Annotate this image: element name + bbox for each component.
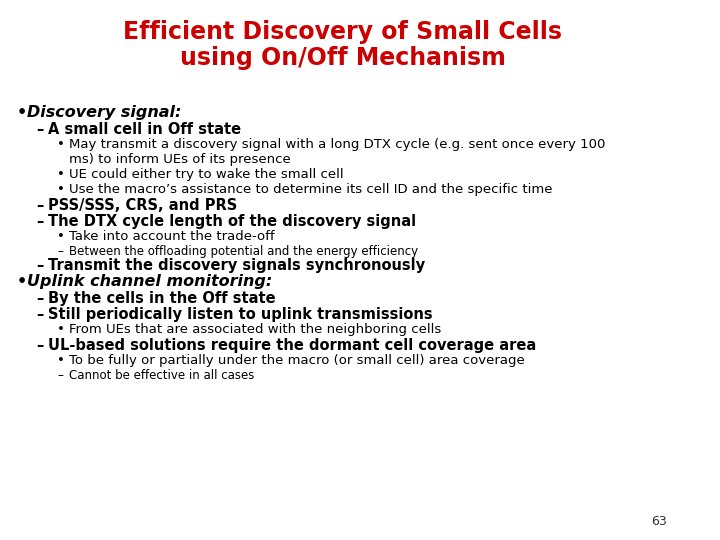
Text: using On/Off Mechanism: using On/Off Mechanism xyxy=(180,46,506,70)
Text: –: – xyxy=(36,291,43,306)
Text: •: • xyxy=(57,183,65,196)
Text: Discovery signal:: Discovery signal: xyxy=(27,105,181,120)
Text: –: – xyxy=(57,369,63,382)
Text: By the cells in the Off state: By the cells in the Off state xyxy=(48,291,275,306)
Text: –: – xyxy=(57,245,63,258)
Text: •: • xyxy=(57,354,65,367)
Text: •: • xyxy=(17,105,27,120)
Text: Transmit the discovery signals synchronously: Transmit the discovery signals synchrono… xyxy=(48,258,425,273)
Text: May transmit a discovery signal with a long DTX cycle (e.g. sent once every 100: May transmit a discovery signal with a l… xyxy=(68,138,605,151)
Text: Between the offloading potential and the energy efficiency: Between the offloading potential and the… xyxy=(68,245,418,258)
Text: –: – xyxy=(36,122,43,137)
Text: –: – xyxy=(36,338,43,353)
Text: A small cell in Off state: A small cell in Off state xyxy=(48,122,240,137)
Text: –: – xyxy=(36,198,43,213)
Text: •: • xyxy=(17,274,27,289)
Text: Efficient Discovery of Small Cells: Efficient Discovery of Small Cells xyxy=(123,20,562,44)
Text: From UEs that are associated with the neighboring cells: From UEs that are associated with the ne… xyxy=(68,323,441,336)
Text: Uplink channel monitoring:: Uplink channel monitoring: xyxy=(27,274,272,289)
Text: The DTX cycle length of the discovery signal: The DTX cycle length of the discovery si… xyxy=(48,214,415,229)
Text: •: • xyxy=(57,138,65,151)
Text: Take into account the trade-off: Take into account the trade-off xyxy=(68,230,274,243)
Text: ms) to inform UEs of its presence: ms) to inform UEs of its presence xyxy=(68,153,290,166)
Text: •: • xyxy=(57,230,65,243)
Text: 63: 63 xyxy=(651,515,667,528)
Text: PSS/SSS, CRS, and PRS: PSS/SSS, CRS, and PRS xyxy=(48,198,237,213)
Text: Use the macro’s assistance to determine its cell ID and the specific time: Use the macro’s assistance to determine … xyxy=(68,183,552,196)
Text: •: • xyxy=(57,323,65,336)
Text: UL-based solutions require the dormant cell coverage area: UL-based solutions require the dormant c… xyxy=(48,338,536,353)
Text: •: • xyxy=(57,168,65,181)
Text: –: – xyxy=(36,258,43,273)
Text: –: – xyxy=(36,214,43,229)
Text: Cannot be effective in all cases: Cannot be effective in all cases xyxy=(68,369,254,382)
Text: Still periodically listen to uplink transmissions: Still periodically listen to uplink tran… xyxy=(48,307,432,322)
Text: –: – xyxy=(36,307,43,322)
Text: To be fully or partially under the macro (or small cell) area coverage: To be fully or partially under the macro… xyxy=(68,354,524,367)
Text: UE could either try to wake the small cell: UE could either try to wake the small ce… xyxy=(68,168,343,181)
